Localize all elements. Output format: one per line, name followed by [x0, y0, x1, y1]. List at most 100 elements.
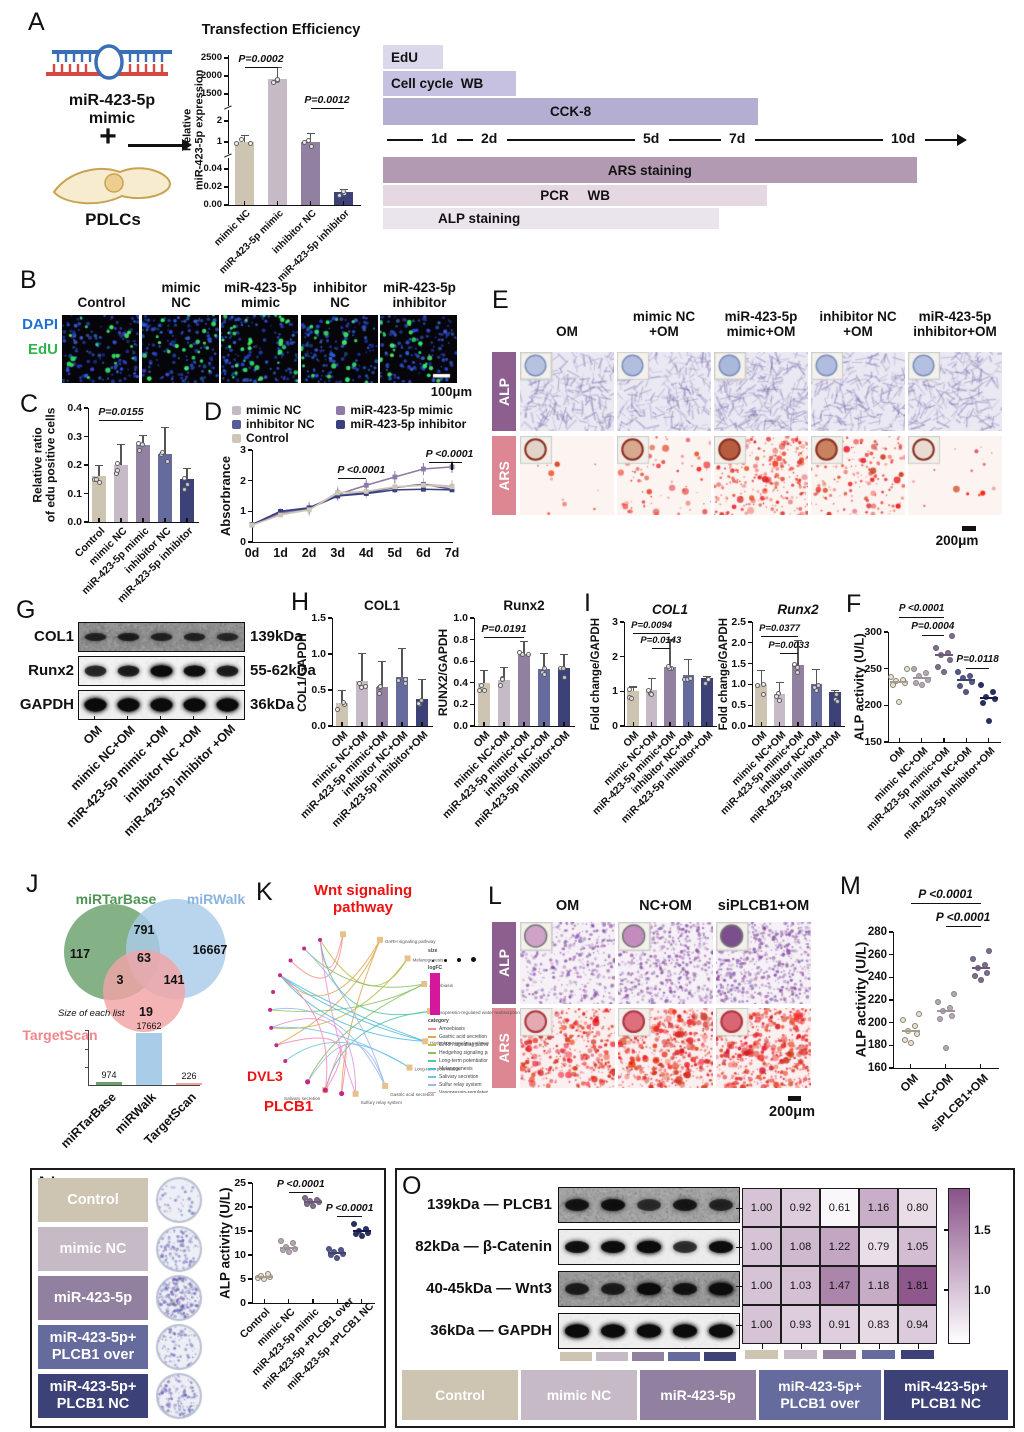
significance-line [633, 633, 670, 635]
significance-label: P <0.0001 [935, 910, 991, 924]
x-tick-label: 0d [244, 546, 260, 560]
error-cap [520, 640, 528, 642]
panel-label-g: G [16, 596, 36, 624]
x-tick [921, 738, 923, 742]
error-bar [563, 653, 565, 668]
y-axis-label: Absorbrance [218, 450, 234, 542]
x-tick [944, 1064, 947, 1068]
data-point [991, 696, 998, 703]
scale-label: 100μm [430, 384, 472, 399]
timeline-bar: ALP staining [383, 208, 719, 229]
y-tick-label: 200 [867, 1016, 887, 1029]
significance-label: P=0.0033 [768, 639, 810, 651]
bar [176, 1083, 202, 1085]
data-point [706, 676, 712, 682]
heatmap-col-tick [839, 1344, 841, 1349]
data-point [541, 671, 547, 677]
timeline-arrow-line [925, 139, 959, 141]
chart-title: Size of each list [58, 1008, 125, 1019]
x-tick [361, 722, 363, 726]
network-legend: size logFC category Amoebiasis Gastric acid … [428, 948, 488, 1093]
arrow-line [128, 144, 184, 147]
x-tick [341, 722, 343, 726]
y-axis-label: ALP activity (U/L) [852, 632, 868, 742]
significance-line [99, 420, 143, 422]
bar [158, 453, 172, 522]
svg-text:Long-term potentiation: Long-term potentiation [414, 1067, 460, 1072]
error-bar [797, 639, 799, 665]
x-tick [651, 722, 653, 726]
heatmap-cell: 0.80 [898, 1188, 937, 1227]
x-tick [669, 722, 671, 726]
data-point [182, 476, 188, 482]
y-tick [884, 631, 888, 633]
y-tick [748, 663, 752, 665]
row-tag: ALP [492, 922, 516, 1004]
heatmap-cell: 1.22 [820, 1227, 859, 1266]
mean-line [935, 654, 953, 657]
y-tick [224, 93, 228, 95]
data-point [969, 956, 976, 963]
colorbar [948, 1188, 970, 1344]
error-bar [186, 467, 188, 480]
data-point [335, 706, 341, 712]
data-point [934, 999, 941, 1006]
data-point [517, 650, 523, 656]
protein-label: 139kDa — PLCB1 [426, 1196, 552, 1213]
data-point [377, 690, 383, 696]
y-tick [470, 682, 474, 684]
y-tick [248, 510, 252, 512]
y-axis-label: ALP activity (U/L) [852, 932, 869, 1068]
heatmap-cell: 1.00 [742, 1188, 781, 1227]
western-blot-row [558, 1271, 740, 1307]
legend-item: miR-423-5p inhibitor [336, 417, 482, 431]
significance-line [310, 108, 344, 110]
y-tick [470, 660, 474, 662]
svg-text:16667: 16667 [193, 943, 228, 957]
error-bar [779, 681, 781, 694]
pathway-network: GnRH signaling pathway Melanogenesis Amoeb… [268, 931, 520, 1105]
significance-label: P=0.0004 [911, 621, 955, 632]
group-label-box: miR-423-5p+ PLCB1 NC [884, 1370, 1008, 1420]
data-point [340, 188, 346, 194]
venn-diagram: miRTarBase miRWalk 117 791 16667 63 3 141 19 Targ… [22, 891, 245, 1043]
heatmap-cell: 1.47 [820, 1266, 859, 1305]
data-point [497, 682, 503, 688]
data-point [912, 679, 919, 686]
data-point [761, 692, 767, 698]
data-point [97, 480, 103, 486]
y-tick-label: 2500 [200, 52, 222, 63]
alp-staining-image [908, 352, 1002, 431]
y-axis-label-text: Absorbrance [217, 455, 233, 537]
timeline-bar: EdU [383, 45, 443, 69]
y-axis-label: COL1/GAPDH [294, 618, 310, 726]
cell-label: PDLCs [85, 210, 141, 229]
data-point [922, 670, 929, 677]
y-tick [748, 621, 752, 623]
data-point [340, 700, 346, 706]
significance-line [966, 668, 989, 670]
x-tick-label: 5d [387, 546, 403, 560]
y-tick [884, 704, 888, 706]
heatmap-col-tick [878, 1344, 880, 1349]
y-tick-label: 240 [867, 971, 887, 984]
mean-line [957, 678, 976, 681]
kda-label: 55-62kDa [250, 662, 316, 679]
y-tick-label: 160 [867, 1062, 887, 1074]
x-tick [401, 722, 403, 726]
mean-line [936, 1010, 955, 1013]
significance-line [651, 648, 670, 650]
x-tick-label: 3d [330, 546, 345, 560]
svg-text:Vasopressin-regulated water re: Vasopressin-regulated water reabsorption [435, 1010, 520, 1015]
bar [773, 693, 786, 726]
y-axis-label: Relative miR-423-5p expression [181, 55, 205, 205]
data-point [904, 665, 911, 672]
data-point [948, 1012, 955, 1019]
data-point [941, 669, 947, 676]
y-tick [328, 725, 332, 727]
data-point [979, 700, 986, 707]
heatmap-cell: 1.16 [859, 1188, 898, 1227]
error-cap [684, 659, 693, 661]
error-bar [341, 690, 343, 703]
data-point [626, 687, 632, 693]
